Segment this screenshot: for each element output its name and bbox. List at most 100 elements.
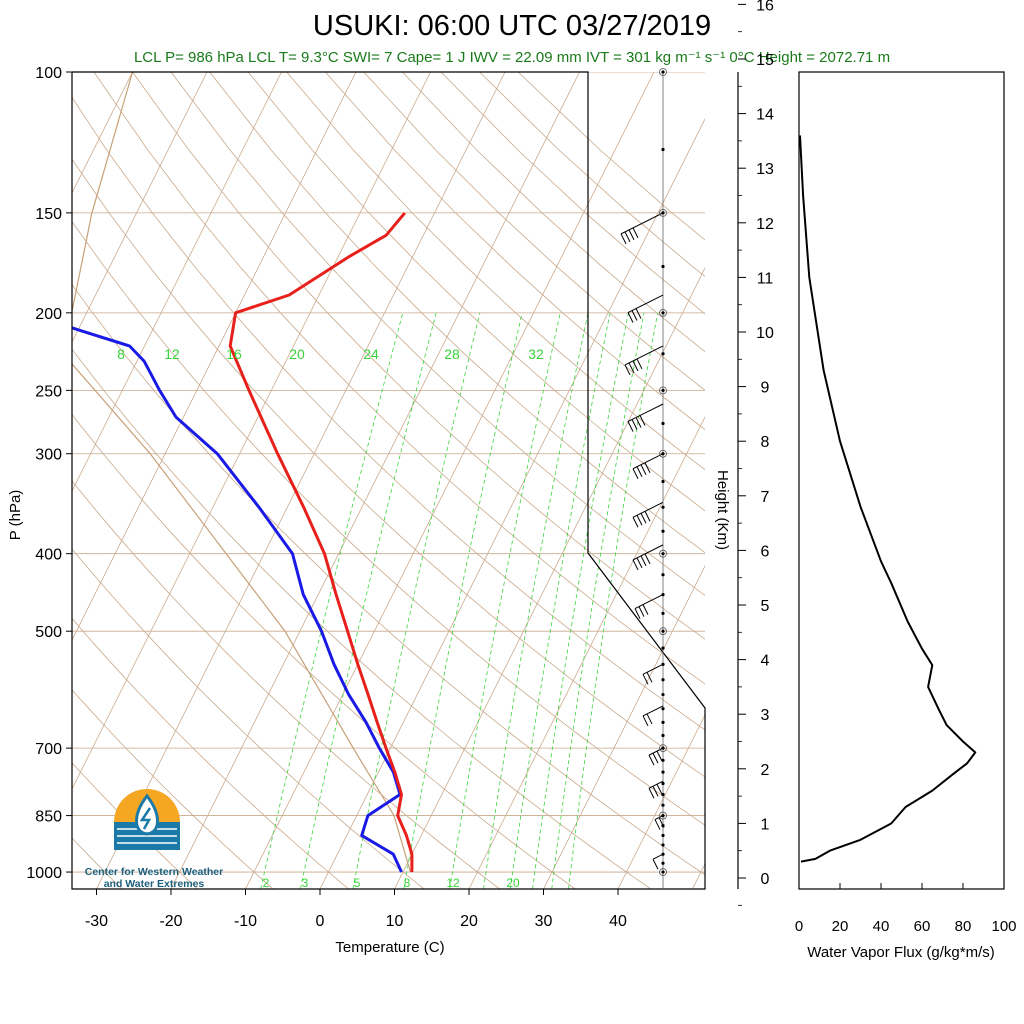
wind-barb-flag <box>640 513 647 524</box>
calm-circle <box>659 811 667 820</box>
wind-barb-flag <box>648 754 655 766</box>
wind-barb-flag <box>648 788 655 799</box>
dry-adiabat <box>286 72 705 471</box>
wind-level-dot <box>661 803 665 807</box>
mixing-ratio-label: 32 <box>528 346 544 362</box>
calm-circle <box>659 208 667 217</box>
pressure-tick-label: 850 <box>35 809 62 826</box>
dry-adiabat <box>363 72 705 391</box>
wvf-tick-label: 40 <box>873 918 890 935</box>
parcel-path <box>72 72 411 873</box>
dry-adiabat <box>72 617 349 889</box>
wind-barb-flag <box>631 310 638 321</box>
height-tick-label: 12 <box>756 216 774 233</box>
wind-barb-staff <box>627 403 664 422</box>
wind-level-dot <box>661 70 665 74</box>
wind-level-dot <box>661 746 665 750</box>
pressure-tick-label: 250 <box>35 383 62 400</box>
wind-level-dot <box>661 792 665 797</box>
wvf-axis-label: Water Vapor Flux (g/kg*m/s) <box>807 944 995 961</box>
wind-barb-flag <box>632 468 639 479</box>
height-tick-label: 5 <box>761 598 770 615</box>
pressure-tick-label: 500 <box>35 624 62 641</box>
wind-level-dot <box>661 758 665 762</box>
temperature-line <box>228 211 414 872</box>
wind-level-dot <box>661 611 665 615</box>
dry-adiabat <box>72 689 274 889</box>
temperature-tick-label: 40 <box>609 913 627 930</box>
height-tick-label: 3 <box>761 707 770 724</box>
dry-adiabat <box>325 72 705 431</box>
wind-level-dot <box>661 833 665 838</box>
pressure-tick-label: 100 <box>35 65 62 82</box>
wind-barbs <box>620 68 667 889</box>
mixing-ratio-label-bottom: 3 <box>302 876 309 890</box>
wind-level-dot <box>661 843 665 847</box>
wind-barb-flag <box>634 608 641 619</box>
calm-circle <box>659 627 667 636</box>
isotherm <box>72 72 431 790</box>
dry-adiabat <box>72 348 652 889</box>
mixing-ratio-label: 8 <box>117 346 125 362</box>
wvf-tick-label: 20 <box>832 918 849 935</box>
mixing-ratio-label: 28 <box>444 346 460 362</box>
isotherm <box>543 565 705 889</box>
height-tick-label: 14 <box>756 107 774 124</box>
dry-adiabat <box>72 480 500 889</box>
dry-adiabat <box>72 413 576 889</box>
wind-barb-flag <box>652 786 659 797</box>
wind-barb-flag <box>644 553 651 565</box>
temperature-tick-label: 20 <box>460 913 478 930</box>
x-axis-label: Temperature (C) <box>335 939 444 956</box>
mixing-ratio-label: 12 <box>164 346 180 362</box>
mixing-ratio-line <box>568 312 659 889</box>
wind-level-dot <box>661 870 665 874</box>
wind-barb-flag <box>624 364 631 376</box>
height-tick-label: 6 <box>761 543 770 560</box>
wind-barb-flag <box>632 360 639 372</box>
wind-barb-staff <box>624 345 664 366</box>
mixing-ratio-line <box>352 312 481 889</box>
wind-level-dot <box>661 662 665 666</box>
isotherm <box>72 72 357 641</box>
calm-circle <box>659 68 667 76</box>
mixing-ratio-label-bottom: 20 <box>506 876 520 890</box>
wind-level-dot <box>661 573 665 577</box>
wind-barb-flag <box>656 750 663 762</box>
wind-barb-flag <box>640 555 647 567</box>
isotherm <box>72 72 133 194</box>
wind-barb-flag <box>654 819 661 830</box>
mixing-ratio-label: 24 <box>363 346 379 362</box>
wind-barb-flag <box>627 312 634 323</box>
wind-barb-flag <box>620 233 627 245</box>
wind-level-dot <box>661 678 665 682</box>
mixing-ratio-line <box>509 312 611 889</box>
height-tick-label: 10 <box>756 325 774 342</box>
calm-circle <box>659 868 667 876</box>
mixing-ratio-line <box>551 312 645 889</box>
temperature-tick-label: 0 <box>316 913 325 930</box>
wind-level-dot <box>661 421 665 426</box>
wind-level-dot <box>661 824 665 828</box>
skewt-profiles <box>72 72 414 873</box>
temperature-tick-label: 10 <box>386 913 404 930</box>
wind-level-dot <box>661 552 665 556</box>
logo-text: Center for Western Weather and Water Ext… <box>64 866 244 890</box>
wind-level-dot <box>661 452 665 456</box>
wind-barb-flag <box>632 517 639 528</box>
wind-barb-staff <box>634 594 664 610</box>
logo-bolt <box>139 807 152 830</box>
wind-level-dot <box>661 529 665 533</box>
wind-level-dot <box>661 629 665 633</box>
wind-level-dot <box>661 861 665 865</box>
mixing-ratio-line <box>449 312 561 889</box>
mixing-ratio-label-bottom: 5 <box>354 876 361 890</box>
wind-barb-staff <box>632 544 664 561</box>
skewt-frame <box>71 71 706 890</box>
dry-adiabat <box>479 72 705 278</box>
wind-barb-staff <box>620 212 664 235</box>
wind-barb-flag <box>632 559 639 571</box>
height-tick-label: 7 <box>761 489 770 506</box>
temperature-tick-label: -30 <box>85 913 108 930</box>
